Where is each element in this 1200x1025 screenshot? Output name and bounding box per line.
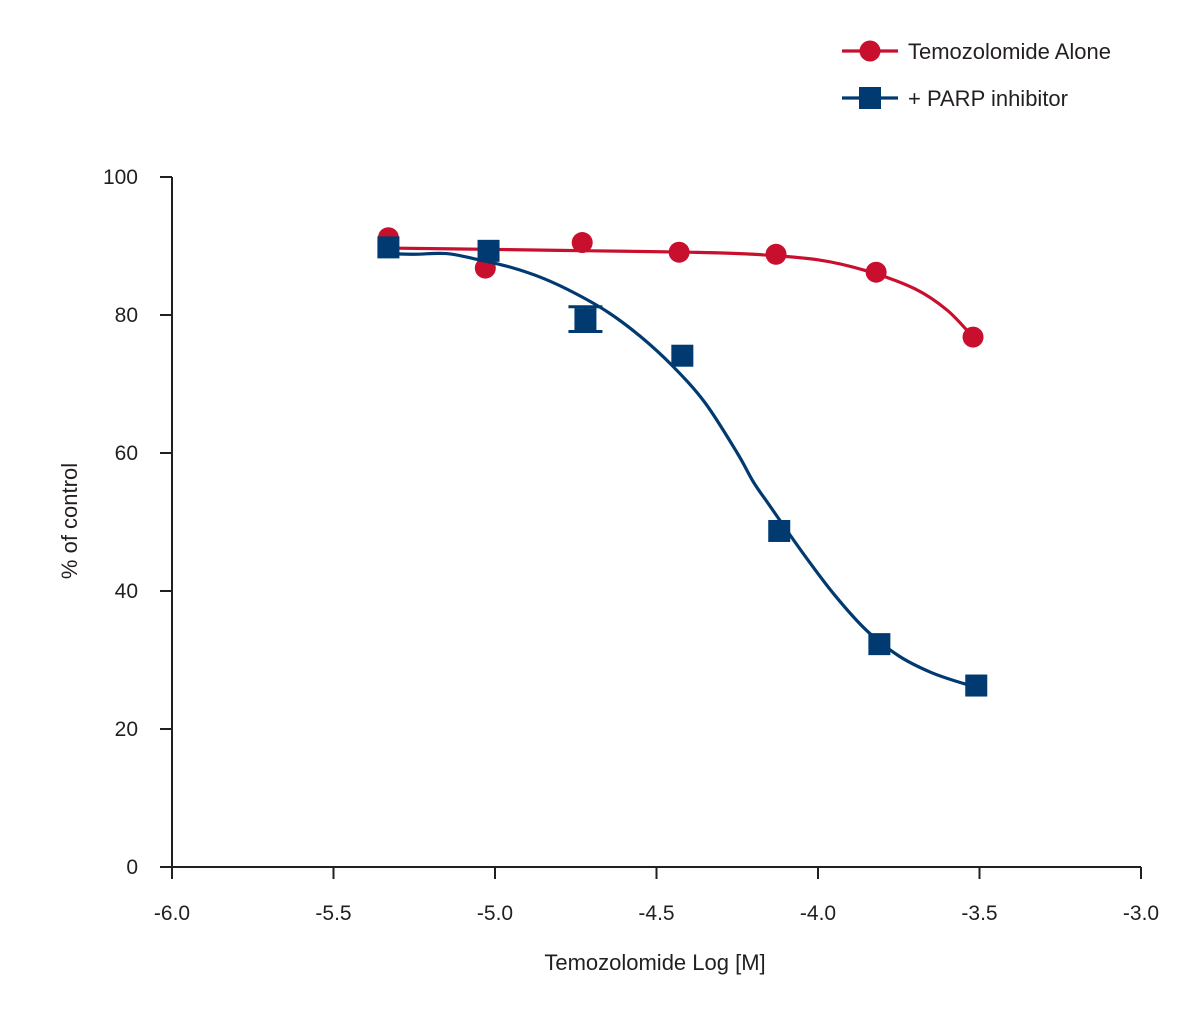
legend-marker [859, 87, 881, 109]
fit-curve [386, 251, 978, 688]
x-tick-label: -3.0 [1123, 902, 1159, 925]
x-tick-label: -6.0 [154, 902, 190, 925]
y-tick-label: 60 [115, 442, 138, 465]
legend-item: + PARP inhibitor [842, 86, 1068, 111]
legend: Temozolomide Alone + PARP inhibitor [842, 39, 1111, 111]
data-point [765, 243, 787, 265]
x-tick-label: -3.5 [961, 902, 997, 925]
data-point [377, 236, 400, 259]
data-point [965, 674, 988, 697]
data-point [865, 261, 887, 283]
series-parp-inhibitor [377, 236, 988, 697]
x-tick-label: -4.5 [638, 902, 674, 925]
data-point [571, 232, 593, 254]
legend-marker [859, 40, 881, 62]
data-point [868, 633, 891, 656]
legend-item: Temozolomide Alone [842, 39, 1111, 64]
y-tick-label: 0 [126, 856, 138, 879]
series-layer [377, 227, 988, 697]
data-point [668, 241, 690, 263]
y-tick-label: 40 [115, 580, 138, 603]
data-point [477, 239, 500, 262]
x-tick-label: -5.5 [315, 902, 351, 925]
legend-label: Temozolomide Alone [908, 39, 1111, 64]
y-axis-title: % of control [57, 463, 82, 579]
data-point [768, 519, 791, 542]
x-axis-title: Temozolomide Log [M] [544, 950, 765, 975]
y-tick-label: 20 [115, 718, 138, 741]
x-tick-label: -5.0 [477, 902, 513, 925]
series-temozolomide-alone [377, 227, 984, 348]
data-point [962, 326, 984, 348]
y-tick-label: 100 [103, 166, 138, 189]
x-tick-label: -4.0 [800, 902, 836, 925]
axes: -6.0 -5.5 -5.0 -4.5 -4.0 -3.5 -3.0 0 20 40 60 80 100 [103, 166, 1159, 925]
legend-label: + PARP inhibitor [908, 86, 1068, 111]
data-point [671, 344, 694, 367]
fit-curve [386, 246, 975, 339]
y-tick-label: 80 [115, 304, 138, 327]
data-point [574, 308, 597, 331]
